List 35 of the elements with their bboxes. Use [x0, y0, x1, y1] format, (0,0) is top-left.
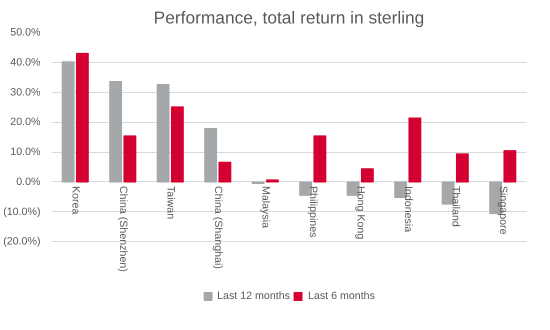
bar [204, 128, 218, 182]
x-tick-label: China (Shanghai) [212, 186, 224, 269]
bar [156, 84, 170, 182]
x-tick-label: Korea [69, 186, 82, 214]
legend-label: Last 6 months [308, 290, 375, 302]
x-tick-label: Hong Kong [354, 186, 366, 240]
y-tick-label: 30.0% [10, 86, 42, 98]
bar [360, 168, 374, 182]
y-tick-label: (20.0%) [3, 236, 40, 248]
bar [266, 179, 279, 182]
bar [76, 52, 89, 182]
bar [170, 106, 184, 182]
x-tick-label: Philippines [306, 186, 319, 238]
bar [503, 150, 516, 182]
x-tick-label: Thailand [449, 186, 462, 227]
y-tick-label: 10.0% [10, 146, 42, 158]
bar [313, 135, 326, 182]
x-tick-label: Malaysia [259, 186, 272, 228]
y-tick-label: 20.0% [10, 116, 42, 128]
x-tick-label: Singapore [496, 186, 509, 235]
bar [408, 117, 422, 182]
bar [109, 81, 122, 182]
y-tick-label: (10.0%) [3, 206, 40, 218]
bar [62, 61, 75, 182]
y-tick-label: 50.0% [10, 26, 42, 38]
x-tick-label: China (Shenzhen) [116, 186, 129, 272]
bar [123, 135, 136, 182]
x-tick-label: Taiwan [164, 186, 176, 220]
chart-title: Performance, total return in sterling [154, 8, 424, 28]
y-tick-label: 40.0% [10, 56, 42, 68]
bar [218, 162, 232, 182]
y-tick-label: 0.0% [16, 176, 42, 188]
x-tick-label: Indonesia [402, 186, 414, 232]
bar [456, 153, 469, 182]
legend-label: Last 12 months [217, 290, 290, 302]
